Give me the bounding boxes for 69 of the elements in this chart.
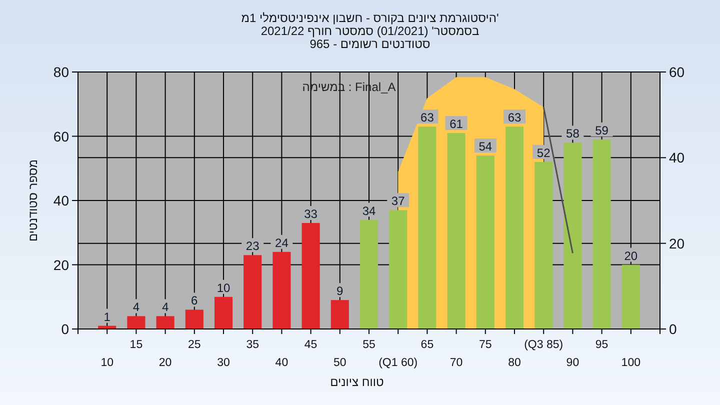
- bar: [272, 252, 291, 329]
- data-label: 33: [304, 206, 318, 221]
- bar: [622, 264, 640, 329]
- bar: [244, 255, 262, 329]
- data-label: 10: [216, 280, 230, 295]
- x-tick-label: 10: [100, 357, 114, 369]
- data-label: 52: [536, 146, 551, 160]
- x-axis-title: טווח ציונים: [330, 375, 384, 389]
- y-tick-label: 40: [53, 192, 70, 208]
- x-tick-label: 80: [508, 357, 521, 369]
- x-tick-label: (Q1 60): [378, 357, 418, 369]
- data-label: 1: [104, 310, 111, 324]
- bar: [418, 126, 436, 329]
- data-label: 24: [275, 236, 289, 250]
- x-tick-label: 25: [188, 339, 201, 351]
- x-tick-label: 55: [362, 339, 376, 351]
- bar: [156, 316, 174, 329]
- bar: [592, 139, 611, 329]
- data-label: 9: [336, 284, 344, 298]
- y-tick-label: 20: [53, 256, 70, 273]
- y-tick-label: 0: [61, 321, 70, 337]
- y2-tick-label: 40: [669, 150, 685, 166]
- x-tick-label: 50: [334, 357, 346, 369]
- bar: [214, 296, 233, 329]
- x-tick-label: 20: [158, 357, 172, 369]
- x-tick-label: 90: [566, 357, 580, 369]
- x-tick-label: 70: [450, 357, 463, 369]
- x-tick-label: 100: [621, 357, 640, 369]
- x-tick-label: 35: [246, 339, 259, 351]
- bar: [564, 142, 582, 329]
- data-label: 34: [362, 204, 376, 218]
- data-label: 20: [624, 248, 638, 263]
- data-label: 54: [478, 140, 492, 154]
- data-label: 59: [595, 123, 609, 138]
- y2-tick-label: 60: [669, 64, 685, 80]
- data-label: 61: [450, 117, 464, 132]
- y-axis-title: מספר סטודנטים: [26, 159, 40, 242]
- bar: [389, 210, 408, 329]
- bar: [302, 222, 320, 329]
- data-label: 37: [391, 194, 406, 208]
- y2-tick-label: 0: [669, 321, 677, 337]
- y-tick-label: 60: [53, 128, 70, 144]
- bar: [447, 133, 466, 329]
- x-tick-label: 40: [275, 357, 288, 369]
- data-label: 4: [162, 300, 169, 314]
- bar: [476, 156, 494, 329]
- x-tick-label: 65: [420, 339, 434, 351]
- chart-subtitle: בסמסטר' (01/2021) סמסטר חורף 2021/22 סטודנטים רשומים - 965: [260, 24, 480, 51]
- data-label: 63: [508, 110, 522, 125]
- bar: [534, 162, 553, 329]
- bar: [330, 300, 349, 329]
- data-label: 4: [132, 300, 140, 314]
- data-label: 63: [420, 110, 434, 125]
- y2-tick-label: 20: [669, 235, 685, 252]
- y-tick-label: 80: [53, 64, 70, 80]
- x-tick-label: (Q3 85): [524, 339, 564, 351]
- data-label: 58: [566, 126, 580, 141]
- x-tick-label: 45: [304, 339, 318, 351]
- bar: [127, 316, 146, 329]
- bar: [185, 310, 204, 329]
- x-tick-label: 15: [130, 339, 143, 351]
- chart-title: היסטוגרמת ציונים בקורס - חשבון אינפיניטסימלי 1מ': [241, 11, 499, 25]
- data-label: 6: [191, 294, 198, 308]
- x-tick-label: 75: [479, 339, 492, 351]
- bar: [360, 220, 378, 329]
- x-tick-label: 30: [217, 357, 230, 369]
- x-tick-label: 95: [595, 339, 608, 351]
- data-label: 23: [246, 239, 260, 254]
- bar: [505, 126, 524, 329]
